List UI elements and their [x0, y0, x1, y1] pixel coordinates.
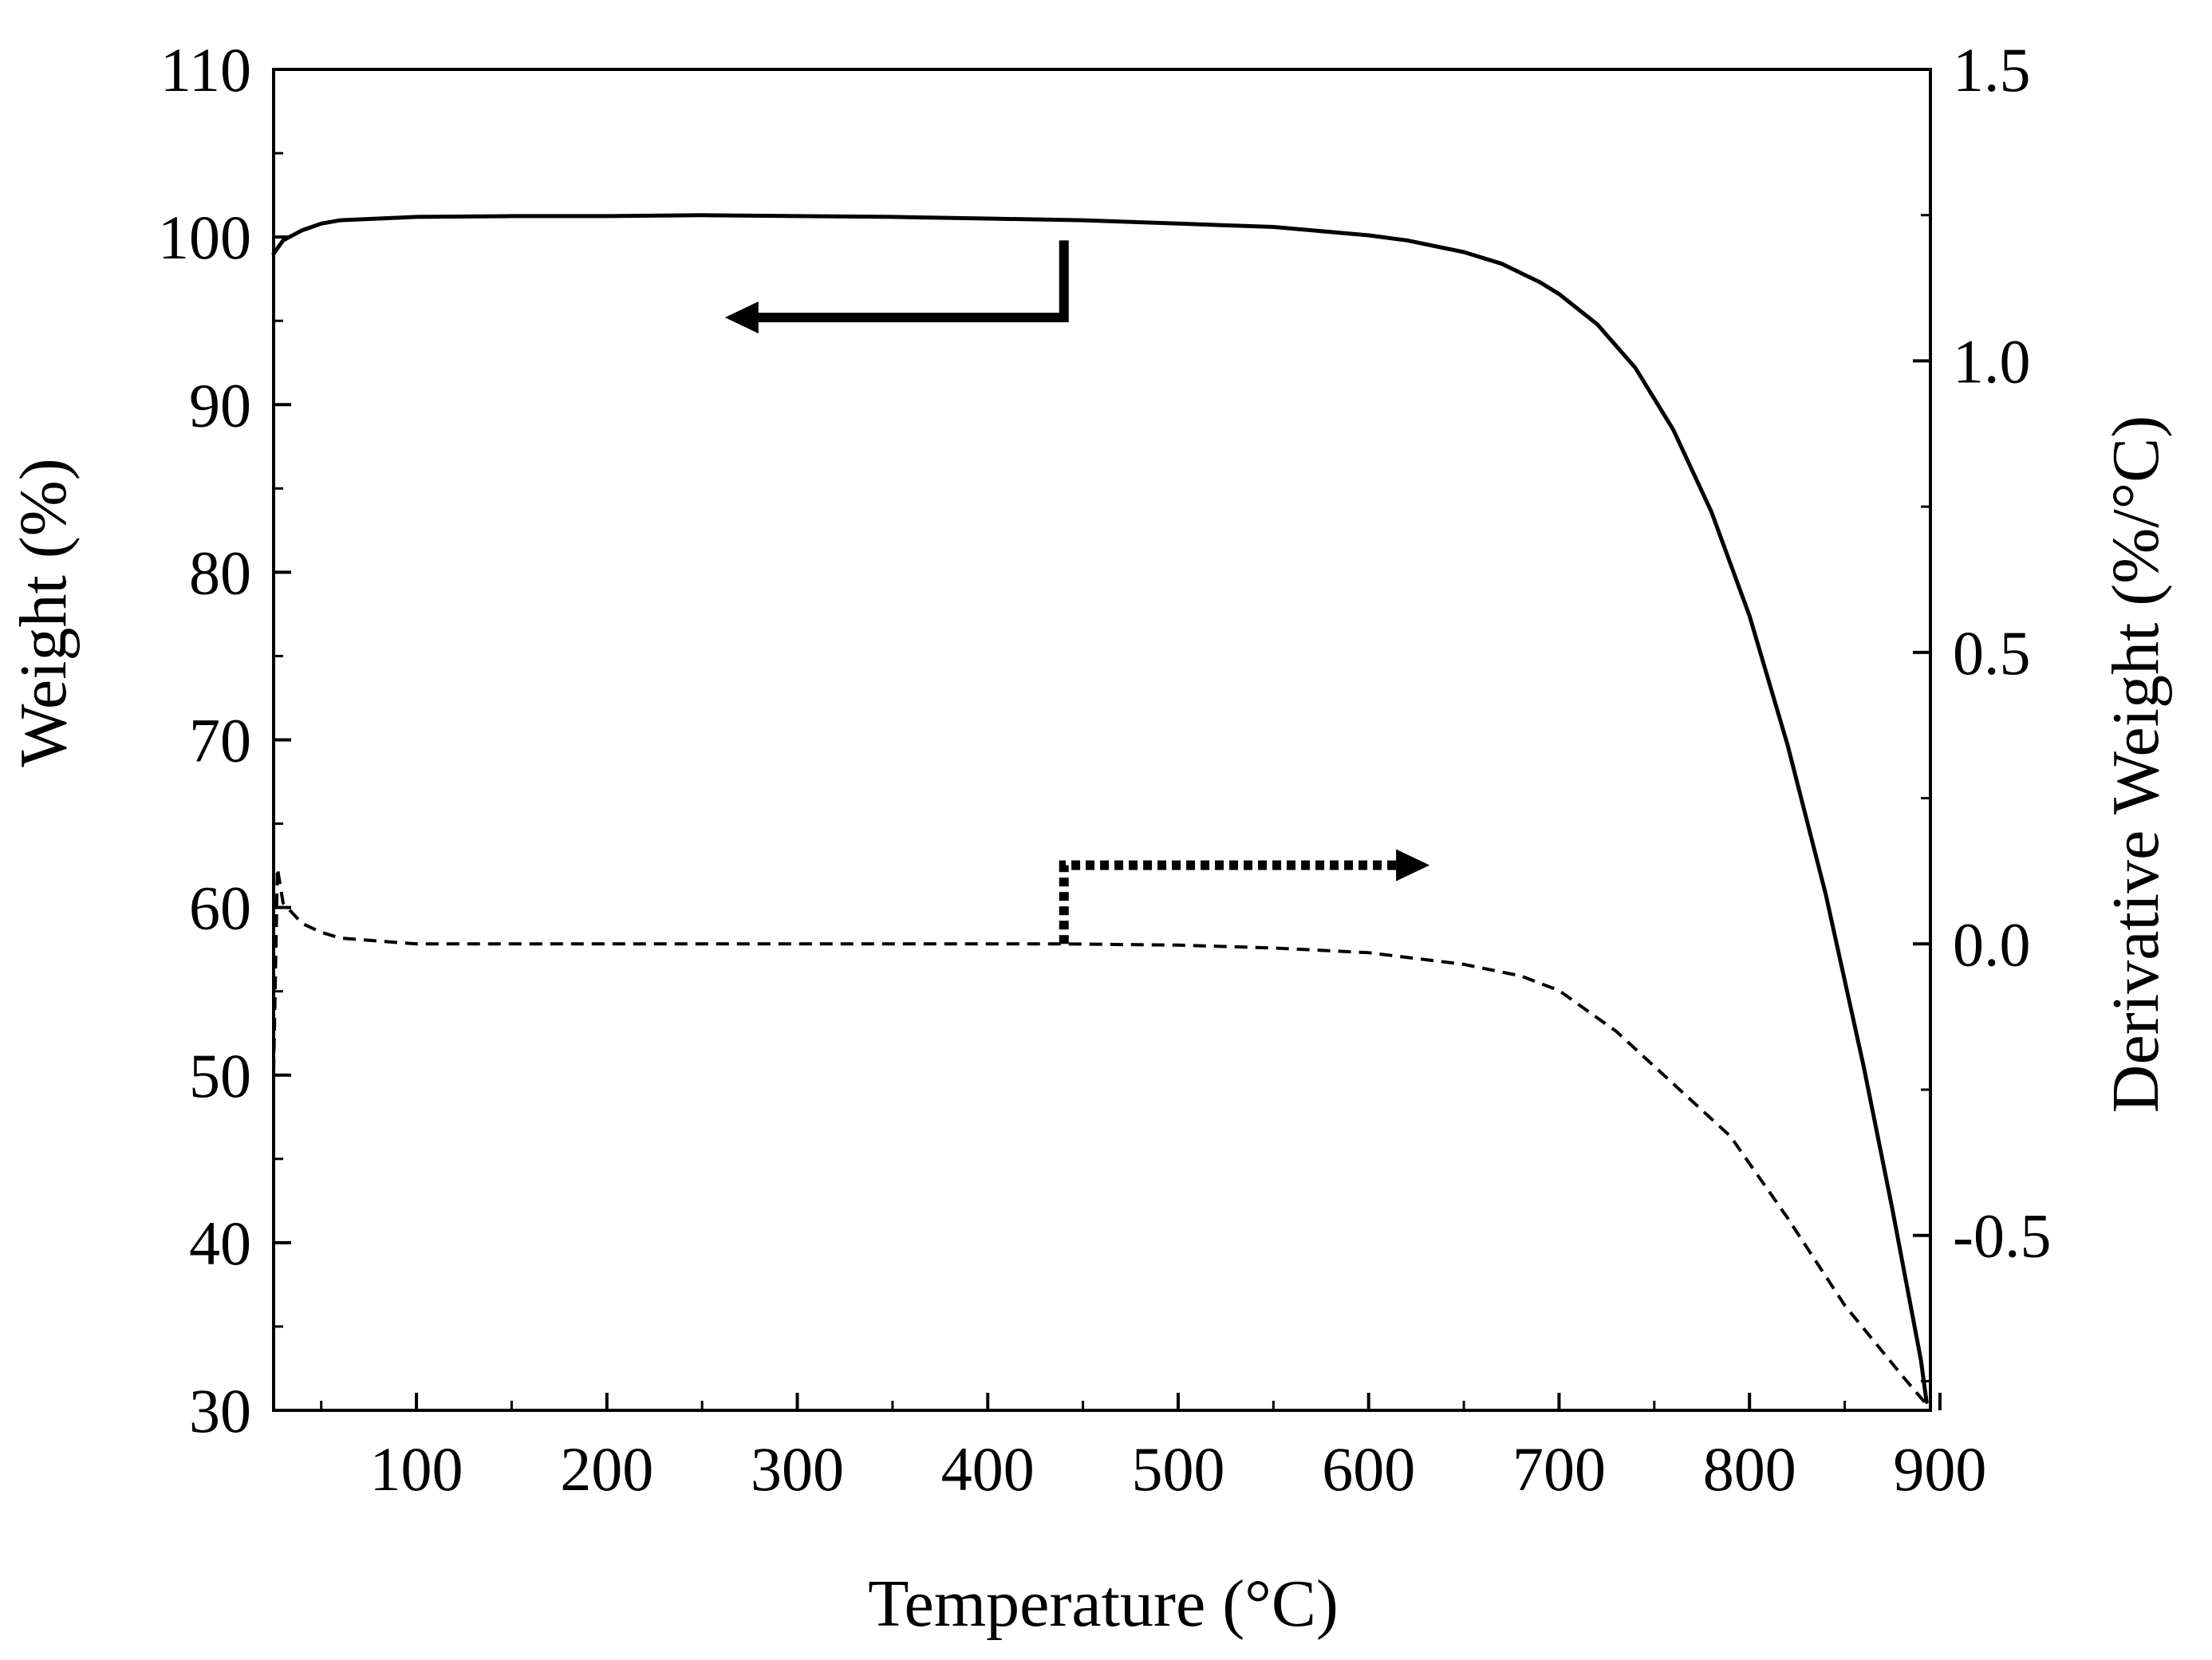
- derivative-weight-curve: [272, 866, 1928, 1406]
- y-right-axis-ticks: -0.5 0.0 0.5 1.0 1.5: [1913, 35, 2051, 1382]
- y-left-tick-label: 70: [189, 706, 251, 775]
- y-left-tick-label: 100: [158, 203, 251, 272]
- y-left-axis-title: Weight (%): [6, 458, 81, 767]
- weight-axis-arrow: [748, 240, 1069, 322]
- x-tick-label: 700: [1512, 1434, 1606, 1504]
- y-right-tick-label: -0.5: [1953, 1201, 2051, 1271]
- y-left-tick-label: 80: [189, 538, 251, 607]
- annotation-arrows: [724, 240, 1430, 944]
- x-axis-ticks: 100 200 300 400 500 600 700 800 900: [320, 1393, 1986, 1504]
- y-left-tick-label: 50: [189, 1041, 251, 1110]
- y-right-tick-label: 1.0: [1953, 326, 2031, 396]
- y-right-tick-label: 0.5: [1953, 618, 2031, 688]
- y-left-tick-label: 110: [160, 35, 251, 104]
- x-tick-label: 200: [560, 1434, 653, 1504]
- y-right-tick-label: 0.0: [1953, 909, 2031, 979]
- x-tick-label: 900: [1893, 1434, 1986, 1504]
- y-left-tick-label: 40: [189, 1209, 251, 1278]
- weight-axis-arrowhead: [724, 301, 759, 333]
- y-left-tick-label: 30: [189, 1376, 251, 1445]
- y-right-axis-title: Derivative Weight (%/°C): [2099, 416, 2173, 1113]
- series-layer: [271, 213, 1929, 1406]
- x-tick-label: 100: [370, 1434, 463, 1504]
- y-left-tick-label: 90: [189, 370, 251, 440]
- x-tick-label: 800: [1703, 1434, 1796, 1504]
- derivative-axis-arrowhead: [1396, 849, 1430, 881]
- weight-curve: [271, 213, 1929, 1404]
- derivative-axis-arrow: [1059, 860, 1400, 944]
- x-tick-label: 300: [751, 1434, 844, 1504]
- plot-frame: [272, 68, 1932, 1412]
- y-right-tick-label: 1.5: [1953, 35, 2031, 104]
- x-tick-label: 500: [1131, 1434, 1224, 1504]
- x-axis-title: Temperature (°C): [868, 1567, 1339, 1641]
- y-left-tick-label: 60: [189, 873, 251, 943]
- x-tick-label: 400: [941, 1434, 1035, 1504]
- y-left-axis-ticks: 30 40 50 60 70 80 90 100 110: [158, 35, 291, 1445]
- x-tick-label: 600: [1322, 1434, 1415, 1504]
